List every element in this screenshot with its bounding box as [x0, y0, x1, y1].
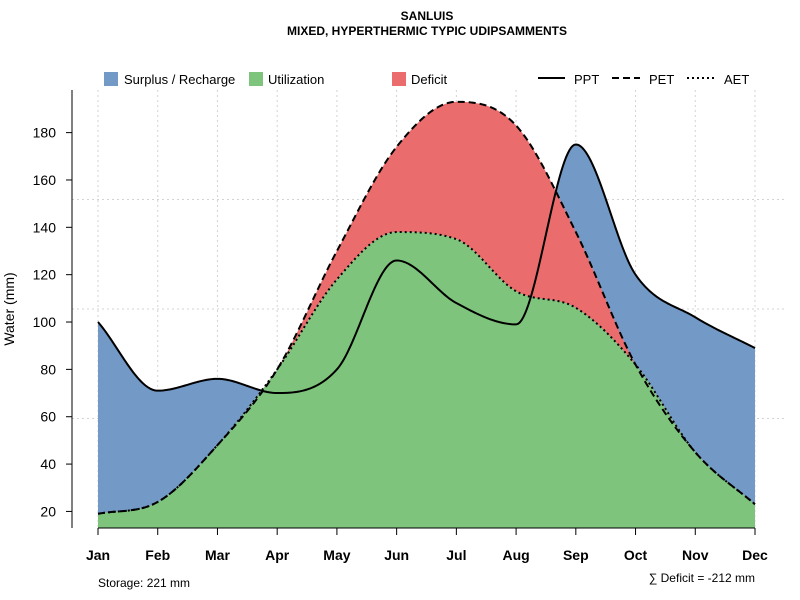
x-tick-label: Dec: [742, 547, 768, 563]
x-tick-label: Apr: [265, 547, 290, 563]
axes: 20 40 60 80 100 120 140 160 180 Jan Feb Mar Apr May Ju…: [33, 90, 768, 563]
y-tick-label: 100: [33, 314, 57, 330]
area-deficit: [98, 101, 755, 514]
area-utilization: [98, 232, 755, 529]
x-tick-label: Jul: [446, 547, 466, 563]
legend-label-ppt: PPT: [574, 72, 599, 87]
legend-swatch-utilization: [249, 72, 263, 86]
storage-note: Storage: 221 mm: [98, 576, 190, 590]
x-tick-label: Feb: [145, 547, 170, 563]
x-tick-label: Jun: [384, 547, 409, 563]
x-tick-label: May: [323, 547, 350, 563]
y-tick-label: 160: [33, 172, 57, 188]
series-lines: [97, 100, 756, 515]
legend-label-utilization: Utilization: [268, 72, 324, 87]
legend-label-deficit: Deficit: [411, 72, 448, 87]
y-tick-label: 120: [33, 267, 57, 283]
y-tick-label: 40: [40, 456, 56, 472]
x-tick-label: Sep: [563, 547, 589, 563]
legend-label-aet: AET: [724, 72, 749, 87]
chart-title: SANLUIS: [401, 9, 454, 23]
legend-swatch-deficit: [392, 72, 406, 86]
y-tick-label: 60: [40, 409, 56, 425]
y-tick-label: 180: [33, 125, 57, 141]
y-tick-label: 80: [40, 361, 56, 377]
x-tick-label: Nov: [682, 547, 709, 563]
areas: [98, 101, 755, 529]
y-tick-label: 20: [40, 503, 56, 519]
deficit-note: ∑ Deficit = -212 mm: [649, 571, 755, 585]
series-line-ppt: [97, 143, 756, 395]
x-tick-label: Aug: [502, 547, 529, 563]
legend-label-pet: PET: [649, 72, 674, 87]
y-tick-label: 140: [33, 219, 57, 235]
y-axis-label: Water (mm): [1, 272, 17, 345]
series-line-aet: [97, 231, 756, 515]
x-tick-label: Jan: [86, 547, 110, 563]
series-line-pet: [97, 100, 756, 515]
chart-subtitle: MIXED, HYPERTHERMIC TYPIC UDIPSAMMENTS: [287, 24, 567, 38]
x-tick-label: Mar: [205, 547, 230, 563]
legend-swatch-surplus: [104, 72, 118, 86]
legend-label-surplus: Surplus / Recharge: [124, 72, 235, 87]
x-tick-label: Oct: [624, 547, 648, 563]
legend: Surplus / Recharge Utilization Deficit P…: [104, 72, 749, 87]
